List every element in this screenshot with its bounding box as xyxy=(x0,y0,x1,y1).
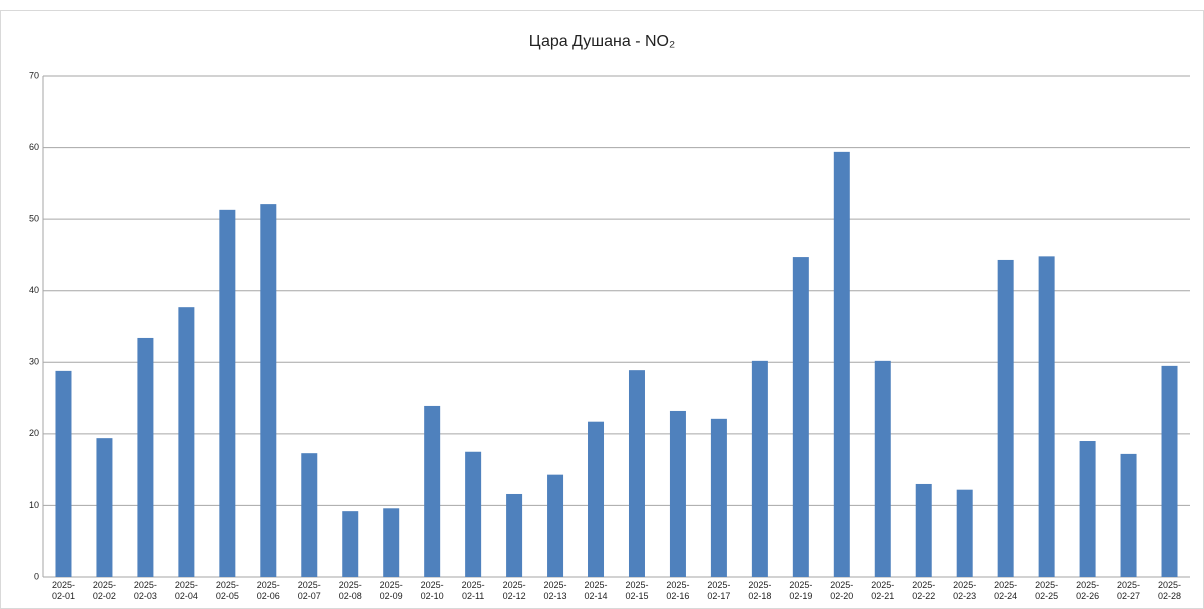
x-tick-label: 2025-02-12 xyxy=(503,580,526,601)
bar xyxy=(915,483,932,577)
y-tick-label: 40 xyxy=(29,285,39,295)
x-tick-label: 2025-02-19 xyxy=(789,580,812,601)
bar xyxy=(874,360,891,577)
y-tick-label: 0 xyxy=(34,571,39,581)
x-tick-label: 2025-02-24 xyxy=(994,580,1017,601)
x-tick-label: 2025-02-27 xyxy=(1117,580,1140,601)
bar xyxy=(1079,441,1096,577)
x-tick-label: 2025-02-02 xyxy=(93,580,116,601)
chart-title: Цара Душана - NO₂ xyxy=(529,33,675,50)
bar xyxy=(669,410,686,577)
x-tick-label: 2025-02-15 xyxy=(625,580,648,601)
bar xyxy=(178,307,195,577)
x-tick-label: 2025-02-16 xyxy=(666,580,689,601)
x-tick-label: 2025-02-14 xyxy=(585,580,608,601)
bar xyxy=(1161,365,1178,577)
bar xyxy=(997,259,1014,577)
x-tick-label: 2025-02-23 xyxy=(953,580,976,601)
bar xyxy=(547,474,564,577)
bar xyxy=(260,204,277,577)
bar xyxy=(751,360,768,577)
y-tick-label: 70 xyxy=(29,70,39,80)
x-tick-label: 2025-02-17 xyxy=(707,580,730,601)
bar xyxy=(424,405,441,577)
bar xyxy=(792,257,809,577)
bar xyxy=(96,438,113,577)
x-tick-label: 2025-02-01 xyxy=(52,580,75,601)
x-tick-label: 2025-02-08 xyxy=(339,580,362,601)
bar xyxy=(1120,453,1137,577)
bar xyxy=(710,418,727,577)
x-tick-label: 2025-02-20 xyxy=(830,580,853,601)
x-tick-label: 2025-02-09 xyxy=(380,580,403,601)
bar xyxy=(301,453,318,577)
bar xyxy=(588,421,605,577)
x-tick-label: 2025-02-18 xyxy=(748,580,771,601)
bar xyxy=(628,370,645,577)
x-tick-label: 2025-02-28 xyxy=(1158,580,1181,601)
x-tick-label: 2025-02-11 xyxy=(462,580,485,601)
x-tick-label: 2025-02-21 xyxy=(871,580,894,601)
y-tick-label: 50 xyxy=(29,214,39,224)
x-tick-label: 2025-02-25 xyxy=(1035,580,1058,601)
y-tick-label: 10 xyxy=(29,500,39,510)
x-tick-label: 2025-02-05 xyxy=(216,580,239,601)
x-tick-label: 2025-02-04 xyxy=(175,580,198,601)
x-tick-label: 2025-02-06 xyxy=(257,580,280,601)
bar xyxy=(137,337,154,577)
x-tick-label: 2025-02-03 xyxy=(134,580,157,601)
bar xyxy=(956,489,973,577)
y-tick-label: 20 xyxy=(29,428,39,438)
bar xyxy=(1038,256,1055,577)
bar xyxy=(55,370,72,577)
y-tick-label: 30 xyxy=(29,357,39,367)
bar xyxy=(219,209,236,578)
bar xyxy=(465,451,482,577)
bar xyxy=(833,151,850,577)
bar xyxy=(506,493,523,577)
bar xyxy=(342,511,359,577)
x-tick-label: 2025-02-13 xyxy=(544,580,567,601)
bar xyxy=(383,508,400,577)
x-tick-label: 2025-02-10 xyxy=(421,580,444,601)
y-tick-label: 60 xyxy=(29,142,39,152)
x-tick-label: 2025-02-22 xyxy=(912,580,935,601)
x-tick-label: 2025-02-07 xyxy=(298,580,321,601)
x-tick-label: 2025-02-26 xyxy=(1076,580,1099,601)
